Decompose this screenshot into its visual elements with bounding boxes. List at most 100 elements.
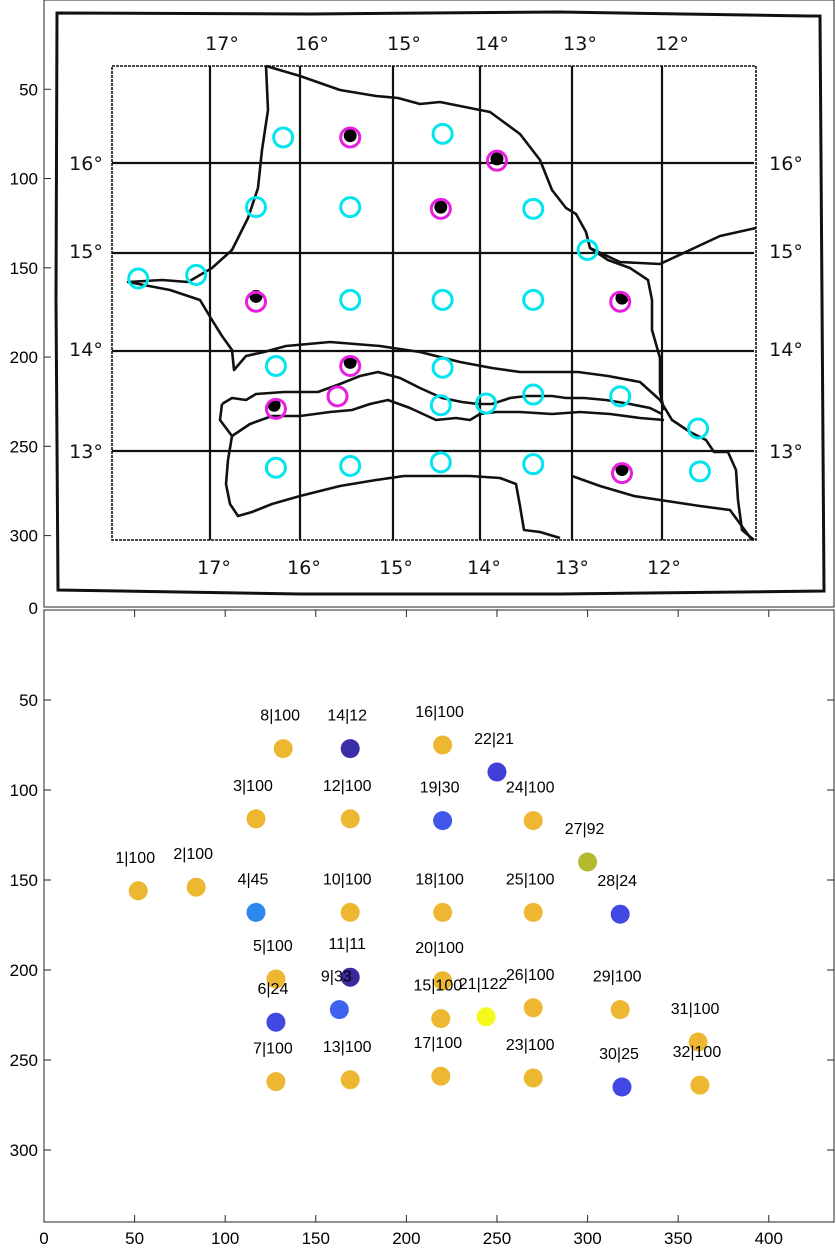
black-dot-marker [434,200,448,214]
magenta-circle-marker [429,197,452,220]
data-point-label: 13|100 [323,1039,372,1056]
cyan-circle-marker [264,456,287,479]
y-tick-label: 300 [10,1141,38,1160]
map-y-tick-label: 100 [10,170,38,189]
cyan-circle-marker [339,196,362,219]
cyan-circle-marker [522,197,545,220]
data-point [128,881,148,901]
x-tick-label: 350 [664,1229,692,1248]
cyan-circle-marker [429,451,452,474]
data-point-label: 25|100 [506,871,555,888]
data-point [340,1070,360,1090]
magenta-circle-marker [244,290,267,313]
map-lon-label-top: 14° [475,33,509,55]
data-point-label: 2|100 [173,846,213,863]
data-point [523,1068,543,1088]
magenta-circle-marker [264,397,287,420]
data-point-label: 6|24 [257,981,288,998]
magenta-circle-marker [609,290,632,313]
data-point [431,1066,451,1086]
data-point-label: 28|24 [597,873,637,890]
x-tick-label: 150 [302,1229,330,1248]
map-y-tick-label: 150 [10,259,38,278]
data-point [523,998,543,1018]
map-image: 17° 16° 15° 14° 13° 12° 17° 16° 15° 14° 13° 12° 16… [54,10,826,596]
black-dot-marker [490,152,504,166]
data-point-label: 15|100 [413,978,462,995]
data-point-label: 5|100 [253,938,293,955]
map-lat-labels-left: 16° 15° 14° 13° [69,153,103,463]
data-point-label: 1|100 [115,850,155,867]
y-tick-label: 200 [10,961,38,980]
cyan-circle-marker [522,453,545,476]
map-cyan-markers [127,122,711,483]
data-point-label: 17|100 [413,1035,462,1052]
cyan-circle-marker [576,238,599,261]
black-dot-marker [343,355,357,369]
data-point [612,1077,632,1097]
map-lat-label-left: 16° [69,153,103,175]
data-point [433,735,453,755]
map-outer-frame [54,10,826,596]
data-point-label: 8|100 [260,708,300,725]
black-dot-marker [343,129,357,143]
data-point [688,1032,708,1052]
data-point-label: 9|33 [321,969,352,986]
map-graticule [112,66,754,540]
data-point [246,902,266,922]
data-point [266,1012,286,1032]
map-lon-label-top: 15° [387,33,421,55]
cyan-circle-marker [431,122,454,145]
y-tick-label: 250 [10,1051,38,1070]
cyan-circle-marker [429,394,452,417]
map-lon-label-top: 16° [295,33,329,55]
map-inner-frame [111,65,757,541]
points-panel: 0 50 100 150 200 250 300 350 400 50 100 150 200 250 3… [10,609,835,1248]
x-tick-label: 400 [755,1229,783,1248]
map-lat-label-right: 13° [769,441,803,463]
data-point-label: 11|11 [329,936,366,953]
x-tick-label: 50 [125,1229,144,1248]
map-lon-label-top: 12° [655,33,689,55]
data-point [266,1072,286,1092]
map-lon-label-bottom: 13° [555,557,589,579]
data-point-label: 7|100 [253,1041,293,1058]
map-y-axis: 50 100 150 200 250 300 0 [10,80,51,618]
data-point-label: 21|122 [459,976,508,993]
cyan-circle-marker [431,288,454,311]
map-lat-label-right: 15° [769,241,803,263]
data-point [433,971,453,991]
data-point [340,809,360,829]
data-point-label: 26|100 [506,967,555,984]
cyan-circle-marker [609,385,632,408]
x-tick-label: 200 [392,1229,420,1248]
data-point [266,969,286,989]
cyan-circle-marker [522,383,545,406]
data-point-label: 32|100 [673,1044,722,1061]
data-point-label: 18|100 [415,871,464,888]
map-lon-label-bottom: 16° [287,557,321,579]
data-point [690,1075,710,1095]
data-point [578,852,598,872]
cyan-circle-marker [272,126,295,149]
cyan-circle-marker [522,288,545,311]
data-point [610,904,630,924]
black-dot-marker [615,463,629,477]
data-point-label: 10|100 [323,871,372,888]
data-point [487,762,507,782]
cyan-circle-marker [127,267,150,290]
map-lon-label-top: 13° [563,33,597,55]
cyan-circle-marker [475,392,498,415]
points-labels: 1|100 2|100 3|100 4|45 5|100 6|24 7|100 8|100 9|… [115,704,721,1063]
points-y-axis: 50 100 150 200 250 300 [10,691,834,1160]
cyan-circle-marker [244,196,267,219]
map-lat-label-right: 14° [769,339,803,361]
data-point [273,739,293,759]
data-point [246,809,266,829]
data-point-label: 14|12 [327,708,367,725]
data-point [433,902,453,922]
x-tick-label: 100 [211,1229,239,1248]
map-lat-label-left: 14° [69,339,103,361]
map-y-tick-label: 50 [19,80,38,99]
